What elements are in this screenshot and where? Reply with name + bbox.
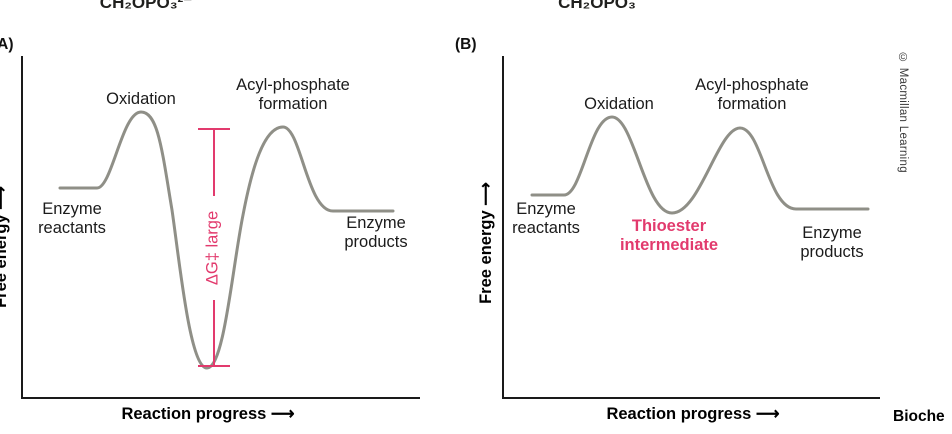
panel-a-oxidation-label: Oxidation — [106, 90, 176, 108]
panel-b-energy-curve — [530, 115, 870, 215]
panel-a-label: (A) — [0, 36, 14, 53]
panel-a-x-axis-label: Reaction progress ⟶ — [121, 405, 295, 423]
panel-b-acyl-phosphate-label: Acyl-phosphate formation — [695, 76, 809, 114]
panel-a-y-axis-label: Free energy ⟶ — [0, 186, 10, 308]
panel-b-enzyme-reactants-label: Enzyme reactants — [512, 200, 580, 238]
panel-a-enzyme-reactants-label: Enzyme reactants — [38, 200, 106, 238]
formula-ch2opo3-right: CH₂OPO₃ — [558, 0, 636, 12]
biochemistry-corner-text: Bioche — [893, 408, 945, 425]
panel-b-x-axis-label: Reaction progress ⟶ — [606, 405, 780, 423]
panel-a-axes — [21, 56, 420, 399]
formula-ch2opo3-left: CH₂OPO₃²⁻ — [99, 0, 193, 12]
panel-b-enzyme-products-label: Enzyme products — [800, 224, 864, 262]
panel-b-y-axis-label: Free energy ⟶ — [477, 182, 495, 304]
panel-a-enzyme-products-label: Enzyme products — [344, 214, 408, 252]
thioester-intermediate-label: Thioester intermediate — [619, 217, 719, 255]
delta-g-dimension-line — [198, 128, 230, 367]
panel-b-oxidation-label: Oxidation — [584, 95, 654, 113]
panel-a-energy-curve — [58, 110, 395, 370]
panel-b-label: (B) — [455, 36, 477, 53]
macmillan-learning-credit: © Macmillan Learning — [897, 52, 909, 173]
panel-a-acyl-phosphate-label: Acyl-phosphate formation — [236, 76, 350, 114]
delta-g-large-annotation: ΔG‡ large — [203, 210, 222, 286]
panel-b-axes — [502, 56, 880, 399]
